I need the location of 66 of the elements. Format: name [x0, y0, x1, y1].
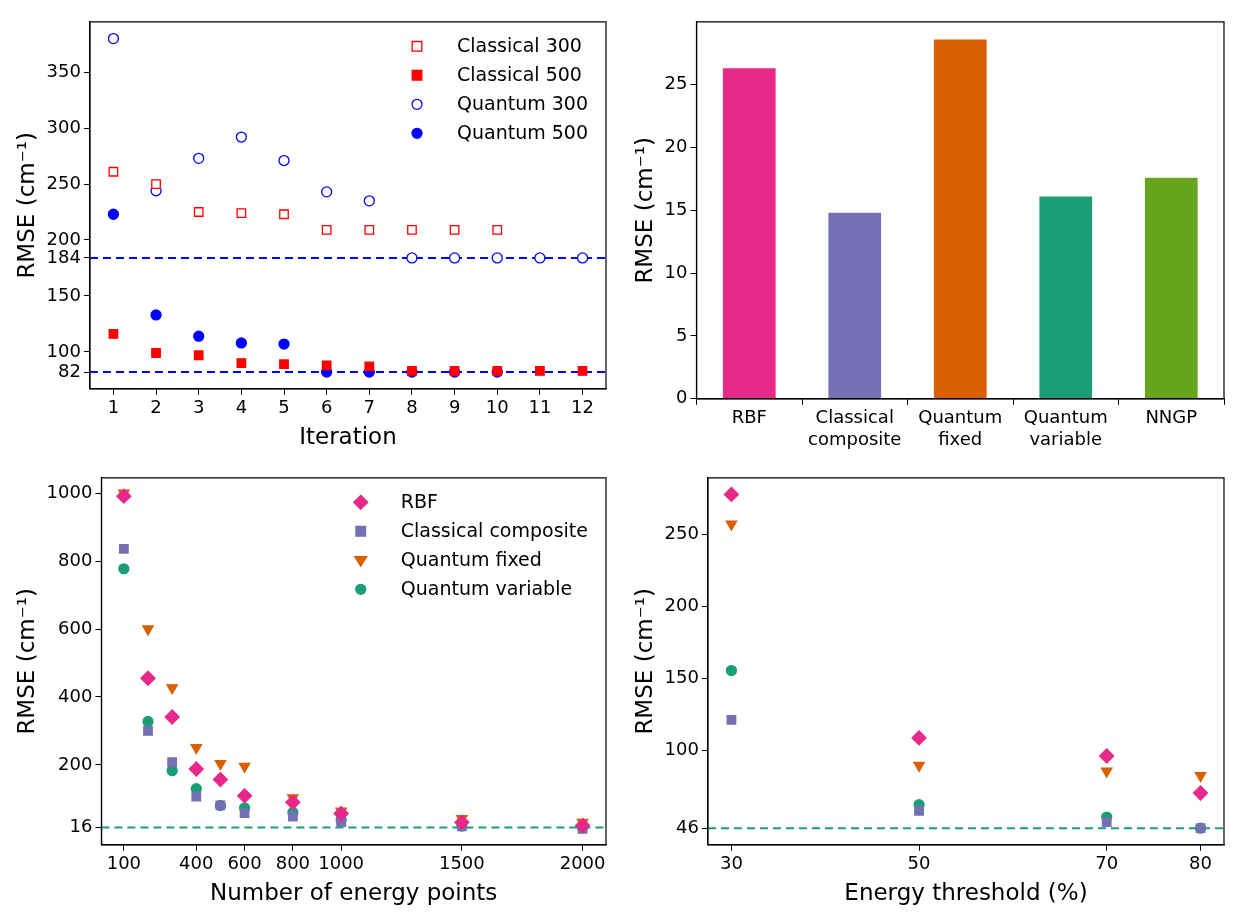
y-tick-label: 20 — [664, 135, 688, 157]
y-tick-label: 150 — [46, 283, 81, 305]
x-tick-label: 12 — [571, 396, 594, 418]
y-tick-label: 350 — [46, 59, 81, 81]
legend-label: RBF — [400, 490, 438, 513]
y-axis-title: RMSE (cm⁻¹) — [12, 131, 39, 279]
x-tick-label: 2000 — [559, 852, 606, 874]
x-tick-label: 70 — [1095, 852, 1119, 874]
legend-label: Classical 500 — [457, 63, 582, 86]
x-tick-label: 3 — [192, 396, 205, 418]
y-tick-label: 200 — [664, 593, 699, 615]
x-tick-label: 7 — [363, 396, 376, 418]
x-tick-label: 1500 — [438, 852, 485, 874]
x-tick-label: 80 — [1189, 852, 1212, 874]
y-axis-title: RMSE (cm⁻¹) — [12, 587, 39, 735]
y-tick-label: 5 — [676, 323, 688, 345]
y-tick-label: 250 — [46, 171, 81, 193]
x-tick-label: 2 — [150, 396, 162, 418]
y-tick-label: 300 — [46, 115, 81, 137]
x-tick-label: 9 — [448, 396, 461, 418]
x-tick-label: 5 — [278, 396, 290, 418]
legend-label: Quantum fixed — [400, 548, 542, 571]
y-axis-title: RMSE (cm⁻¹) — [630, 136, 657, 284]
legend-label: Classical 300 — [457, 34, 582, 57]
y-tick-label: 15 — [664, 197, 688, 219]
x-tick-label: 11 — [528, 396, 552, 418]
y-tick-label: 46 — [676, 815, 699, 837]
y-tick-label: 200 — [58, 752, 93, 774]
x-tick-label: 1 — [107, 396, 120, 418]
y-tick-label: 150 — [664, 665, 699, 687]
x-tick-label: 100 — [106, 852, 142, 874]
x-tick-label: 30 — [719, 852, 743, 874]
x-tick-label: Classical composite — [808, 406, 902, 449]
y-tick-label: 100 — [664, 738, 699, 760]
x-tick-label: 8 — [406, 396, 418, 418]
x-tick-label: 400 — [179, 852, 214, 874]
x-axis-title: Iteration — [299, 423, 397, 450]
x-tick-label: Quantum variable — [1023, 406, 1108, 449]
legend-label: Quantum variable — [400, 577, 573, 600]
y-tick-label: 400 — [58, 684, 93, 706]
x-tick-label: 6 — [320, 396, 333, 418]
x-tick-label: 10 — [485, 396, 509, 418]
x-tick-label: Quantum fixed — [918, 406, 1003, 449]
y-tick-label: 16 — [69, 815, 93, 837]
x-tick-label: 50 — [907, 852, 931, 874]
y-tick-label: 100 — [46, 339, 81, 361]
y-tick-label: 82 — [58, 359, 81, 381]
y-tick-label: 10 — [664, 260, 688, 282]
x-tick-label: RBF — [731, 406, 767, 428]
y-tick-label: 600 — [58, 616, 93, 638]
x-axis-title: Number of energy points — [210, 879, 498, 906]
legend-label: Classical composite — [400, 519, 589, 542]
y-tick-label: 1000 — [46, 480, 93, 502]
x-tick-label: 800 — [275, 852, 311, 874]
x-tick-label: 1000 — [318, 852, 365, 874]
legend-label: Quantum 300 — [457, 92, 589, 115]
x-axis-title: Energy threshold (%) — [844, 879, 1088, 906]
x-tick-label: 4 — [235, 396, 248, 418]
x-tick-label: NNGP — [1145, 406, 1198, 428]
y-tick-label: 800 — [58, 548, 93, 570]
x-tick-label: 600 — [227, 852, 262, 874]
y-tick-label: 250 — [664, 521, 699, 543]
y-tick-label: 25 — [664, 72, 688, 94]
y-axis-title: RMSE (cm⁻¹) — [630, 587, 657, 735]
legend-label: Quantum 500 — [457, 121, 589, 144]
y-tick-label: 0 — [676, 386, 688, 408]
